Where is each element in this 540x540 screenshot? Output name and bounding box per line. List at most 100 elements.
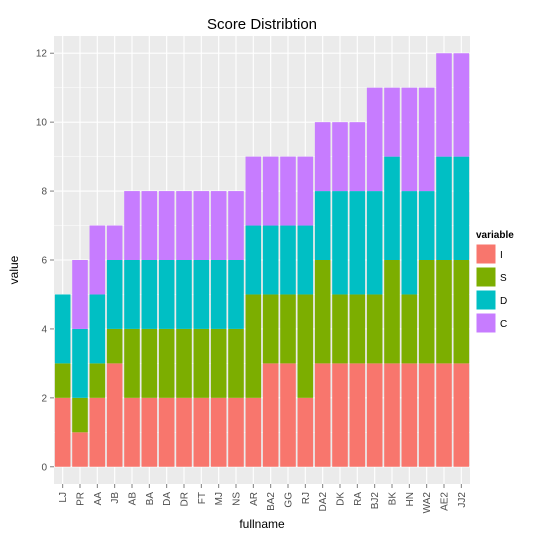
legend-title: variable — [476, 230, 514, 241]
bar-segment-C — [124, 191, 140, 260]
legend-label-C: C — [500, 319, 507, 330]
bar-segment-I — [418, 363, 435, 467]
bar-segment-D — [262, 225, 279, 295]
legend-swatch-D — [475, 289, 497, 311]
bar-segment-I — [72, 432, 88, 467]
bar-segment-D — [72, 328, 88, 398]
x-tick-label: AA — [93, 492, 104, 506]
bar-segment-C — [228, 191, 244, 260]
bar-segment-D — [193, 260, 210, 329]
x-tick-label: GG — [284, 492, 295, 508]
x-tick-label: JJ2 — [457, 492, 468, 508]
bar-segment-S — [158, 328, 175, 398]
bar-segment-S — [210, 328, 227, 398]
bar-segment-D — [280, 225, 296, 295]
x-tick-label: BA2 — [266, 492, 277, 511]
bar-segment-S — [228, 328, 244, 398]
bar-segment-C — [332, 122, 348, 192]
y-tick-label: 8 — [41, 187, 47, 198]
x-tick-label: AB — [128, 492, 139, 506]
y-tick-label: 10 — [36, 118, 48, 129]
bar-segment-I — [106, 363, 123, 467]
bar-segment-D — [418, 191, 435, 260]
bar-segment-S — [54, 363, 71, 398]
x-axis: LJ PR AA JB AB BA DA DR FT MJ NS AR BA2 GG RJ DA2 DK RA BJ… — [58, 484, 468, 513]
bar-segment-D — [158, 260, 175, 329]
bar-segment-I — [193, 397, 210, 467]
bar-segment-C — [245, 156, 262, 226]
x-tick-label: RA — [353, 492, 364, 506]
x-axis-title: fullname — [239, 517, 285, 531]
bar-segment-I — [54, 397, 71, 467]
bar-segment-S — [106, 328, 123, 364]
bar-segment-D — [124, 260, 140, 329]
bar-segment-S — [401, 294, 418, 364]
x-tick-label: BK — [388, 492, 399, 506]
bar-segment-C — [384, 87, 400, 157]
legend-label-I: I — [500, 250, 503, 261]
x-tick-label: DA — [162, 492, 173, 506]
bar-segment-I — [349, 363, 366, 467]
bars — [54, 53, 470, 467]
bar-segment-S — [418, 260, 435, 364]
bar-segment-D — [401, 191, 418, 295]
bar-segment-I — [280, 363, 296, 467]
bar-segment-S — [141, 328, 158, 398]
bar-segment-D — [384, 156, 400, 260]
x-tick-label: FT — [197, 492, 208, 504]
bar-segment-I — [366, 363, 383, 467]
bar-segment-I — [401, 363, 418, 467]
bar-segment-S — [124, 328, 140, 398]
bar-segment-C — [176, 191, 192, 260]
x-tick-label: JB — [110, 492, 121, 504]
legend-swatch-S — [475, 266, 497, 288]
bar-segment-C — [89, 225, 106, 295]
bar-segment-D — [245, 225, 262, 295]
bar-segment-I — [210, 397, 227, 467]
bar-segment-S — [436, 260, 452, 364]
bar-segment-I — [436, 363, 452, 467]
bar-segment-D — [89, 294, 106, 364]
bar-segment-D — [54, 294, 71, 364]
y-axis: 0 2 4 6 8 10 12 — [36, 49, 54, 473]
bar-segment-C — [262, 156, 279, 226]
bar-segment-D — [332, 191, 348, 295]
x-tick-label: DK — [336, 492, 347, 506]
bar-segment-D — [297, 225, 314, 295]
bar-segment-D — [366, 191, 383, 295]
chart-title: Score Distribtion — [207, 16, 317, 33]
bar-segment-S — [262, 294, 279, 364]
bar-segment-I — [384, 363, 400, 467]
x-tick-label: LJ — [58, 492, 69, 503]
bar-segment-S — [453, 260, 470, 364]
bar-segment-C — [158, 191, 175, 260]
bar-segment-I — [158, 397, 175, 467]
legend: variable I S D C — [475, 230, 514, 334]
bar-segment-D — [176, 260, 192, 329]
x-tick-label: AE2 — [440, 492, 451, 511]
bar-segment-D — [228, 260, 244, 329]
legend-label-S: S — [500, 273, 507, 284]
x-tick-label: WA2 — [422, 492, 433, 514]
bar-segment-D — [210, 260, 227, 329]
y-tick-label: 12 — [36, 49, 48, 60]
bar-segment-C — [401, 87, 418, 192]
bar-segment-I — [245, 397, 262, 467]
bar-segment-S — [72, 397, 88, 433]
bar-segment-D — [106, 260, 123, 329]
x-tick-label: AR — [249, 492, 260, 506]
x-tick-label: HN — [405, 492, 416, 506]
bar-segment-I — [314, 363, 331, 467]
bar-segment-C — [297, 156, 314, 226]
bar-segment-D — [349, 191, 366, 295]
bar-segment-C — [280, 156, 296, 226]
legend-swatch-I — [475, 243, 497, 265]
bar-segment-C — [418, 87, 435, 192]
x-tick-label: NS — [232, 492, 243, 506]
x-tick-label: DA2 — [318, 492, 329, 512]
x-tick-label: MJ — [214, 492, 225, 505]
y-tick-label: 4 — [41, 324, 47, 335]
bar-segment-S — [384, 260, 400, 364]
bar-segment-S — [297, 294, 314, 398]
x-tick-label: PR — [76, 492, 87, 506]
